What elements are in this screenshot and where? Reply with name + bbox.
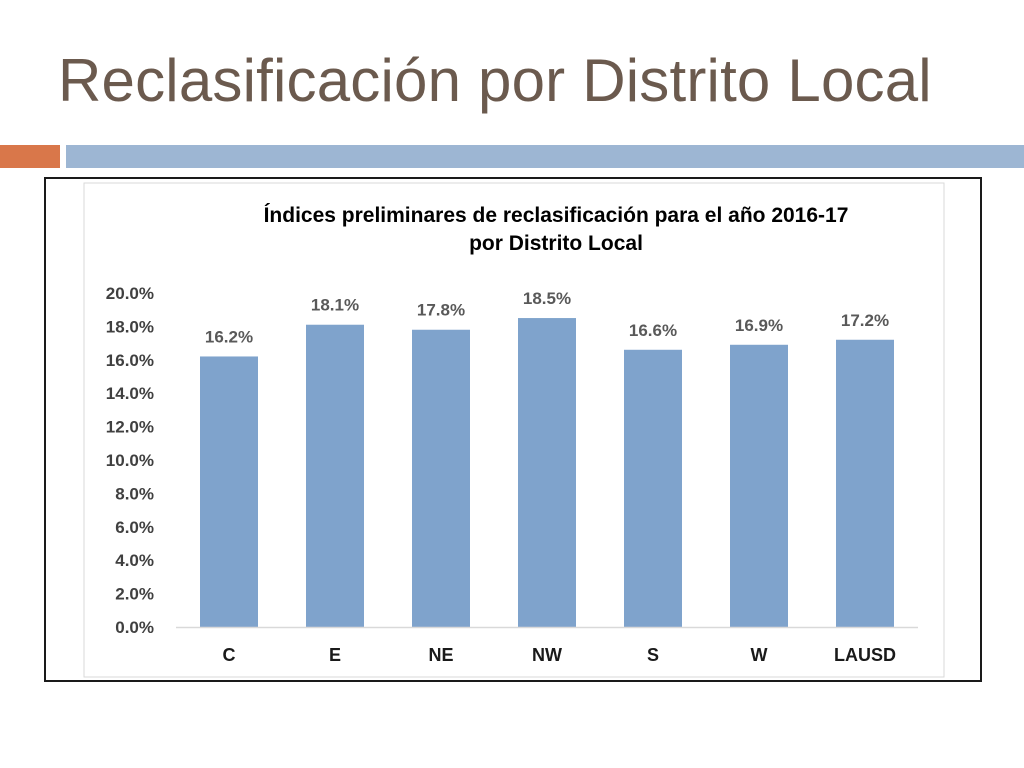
y-tick-label: 14.0% [106, 384, 154, 403]
bar-ne [412, 329, 470, 627]
x-category-label: NE [428, 645, 453, 665]
bar-value-label: 17.2% [841, 311, 889, 330]
y-tick-label: 2.0% [115, 585, 154, 604]
y-tick-label: 4.0% [115, 551, 154, 570]
data-labels: 16.2% 18.1% 17.8% 18.5% 16.6% 16.9% 17.2% [205, 289, 889, 346]
slide-title: Reclasificación por Distrito Local [58, 47, 932, 114]
y-tick-label: 16.0% [106, 351, 154, 370]
x-category-label: LAUSD [834, 645, 896, 665]
x-category-label: W [751, 645, 768, 665]
x-category-label: C [223, 645, 236, 665]
y-tick-label: 18.0% [106, 317, 154, 336]
bar-value-label: 18.1% [311, 296, 359, 315]
bar-lausd [836, 339, 894, 627]
bar-s [624, 349, 682, 627]
y-axis: 0.0% 2.0% 4.0% 6.0% 8.0% 10.0% 12.0% 14.0% 16.0%… [106, 284, 154, 637]
bar-value-label: 18.5% [523, 289, 571, 308]
chart-subtitle: por Distrito Local [469, 232, 643, 255]
bar-value-label: 17.8% [417, 301, 465, 320]
y-tick-label: 10.0% [106, 451, 154, 470]
x-category-label: NW [532, 645, 562, 665]
accent-bar-blue [66, 145, 1024, 168]
bar-nw [518, 318, 576, 627]
bar-w [730, 344, 788, 627]
x-axis: C E NE NW S W LAUSD [223, 645, 897, 665]
x-category-label: E [329, 645, 341, 665]
y-tick-label: 20.0% [106, 284, 154, 303]
y-tick-label: 0.0% [115, 618, 154, 637]
bar-value-label: 16.2% [205, 327, 253, 346]
bar-chart: Índices preliminares de reclasificación … [83, 182, 945, 678]
y-tick-label: 12.0% [106, 418, 154, 437]
bar-value-label: 16.9% [735, 316, 783, 335]
bar-c [200, 356, 258, 627]
bar-value-label: 16.6% [629, 321, 677, 340]
bar-series [200, 318, 894, 627]
chart-frame: Índices preliminares de reclasificación … [44, 177, 982, 682]
accent-bar-orange [0, 145, 60, 168]
y-tick-label: 6.0% [115, 518, 154, 537]
y-tick-label: 8.0% [115, 484, 154, 503]
x-category-label: S [647, 645, 659, 665]
bar-e [306, 324, 364, 627]
chart-title: Índices preliminares de reclasificación … [264, 204, 849, 227]
